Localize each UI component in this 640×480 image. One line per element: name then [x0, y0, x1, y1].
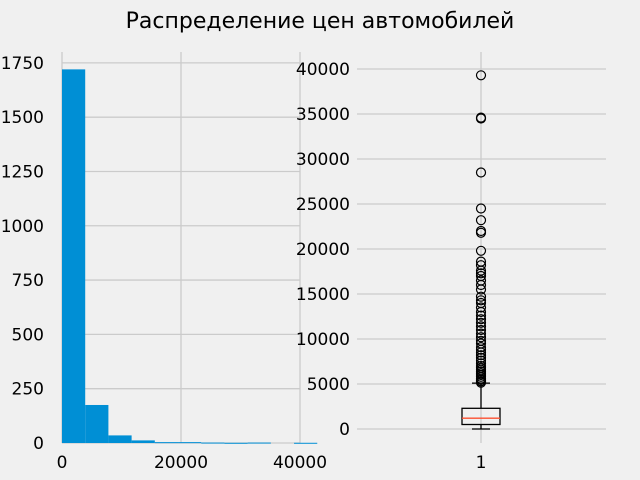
histogram-bar: [247, 442, 271, 444]
hist-xtick-label: 40000: [273, 453, 327, 473]
hist-ytick-label: 1500: [1, 108, 44, 128]
box-ytick-label: 5000: [307, 375, 350, 395]
box-outlier-point: [475, 310, 487, 321]
histogram-bar: [178, 442, 202, 444]
box-outlier-point: [475, 332, 487, 343]
box-outlier-point: [475, 270, 487, 282]
box-outlier-point: [475, 268, 487, 279]
box-ytick-label: 15000: [296, 285, 350, 305]
histogram-bar: [85, 404, 109, 443]
box-outlier-point: [475, 112, 487, 123]
hist-xtick-label: 0: [57, 453, 68, 473]
box-outlier-point: [475, 360, 487, 372]
box-outlier-point: [475, 338, 487, 349]
hist-ytick-label: 1250: [1, 162, 44, 182]
histogram-bar: [224, 442, 248, 444]
box-outlier-point: [475, 317, 487, 328]
box-outlier-point: [475, 203, 487, 214]
box-outlier-point: [475, 314, 487, 325]
box-outlier-point: [475, 324, 487, 336]
histogram-bar: [108, 435, 132, 443]
box-xtick-label: 1: [476, 453, 487, 473]
box-outlier-point: [475, 256, 487, 267]
box-outlier-point: [475, 321, 487, 332]
box-outlier-point: [475, 167, 487, 178]
box-outlier-point: [475, 350, 487, 361]
box-outlier-point: [475, 215, 487, 226]
histogram-panel: 0 250 500 750 1000 1250 1500 1750 0 20000 40000: [1, 52, 327, 473]
box-outlier-point: [475, 260, 487, 271]
figure-title: Распределение цен автомобилей: [126, 9, 515, 34]
boxplot-panel: 0 5000 10000 15000 20000 25000 30000 35000 40000…: [296, 52, 606, 473]
box-outlier-point: [475, 297, 487, 309]
box-outlier-point: [475, 355, 487, 366]
hist-ytick-label: 250: [12, 380, 44, 400]
box-ytick-label: 25000: [296, 195, 350, 215]
box-outlier-point: [475, 302, 487, 313]
histogram-bar: [294, 442, 318, 444]
hist-ytick-label: 750: [12, 271, 44, 291]
histogram-bar: [201, 442, 225, 444]
hist-ytick-label: 1750: [1, 54, 44, 74]
box-outlier-point: [475, 291, 487, 302]
hist-ytick-label: 1000: [1, 217, 44, 237]
box-outlier-point: [475, 342, 487, 353]
box-ytick-label: 30000: [296, 150, 350, 170]
box-ytick-label: 0: [339, 420, 350, 440]
box-ytick-label: 10000: [296, 330, 350, 350]
hist-ytick-label: 0: [33, 434, 44, 454]
box-iqr-rect: [461, 407, 501, 426]
hist-ytick-label: 500: [12, 325, 44, 345]
box-ytick-label: 20000: [296, 240, 350, 260]
box-ytick-label: 35000: [296, 105, 350, 125]
box-outlier-point: [475, 245, 487, 256]
box-ytick-label: 40000: [296, 60, 350, 80]
box-outlier-point: [475, 335, 487, 346]
box-outlier-point: [475, 358, 487, 369]
box-outlier-point: [475, 275, 487, 286]
box-outlier-point: [475, 328, 487, 339]
box-outlier-point: [475, 352, 487, 363]
box-outlier-point: [475, 70, 487, 81]
hist-xtick-label: 20000: [154, 453, 208, 473]
histogram-bar: [131, 440, 155, 443]
box-outlier-point: [475, 225, 487, 237]
histogram-bar: [154, 442, 179, 444]
histogram-bar: [62, 69, 86, 443]
box-outlier-point: [475, 295, 487, 306]
